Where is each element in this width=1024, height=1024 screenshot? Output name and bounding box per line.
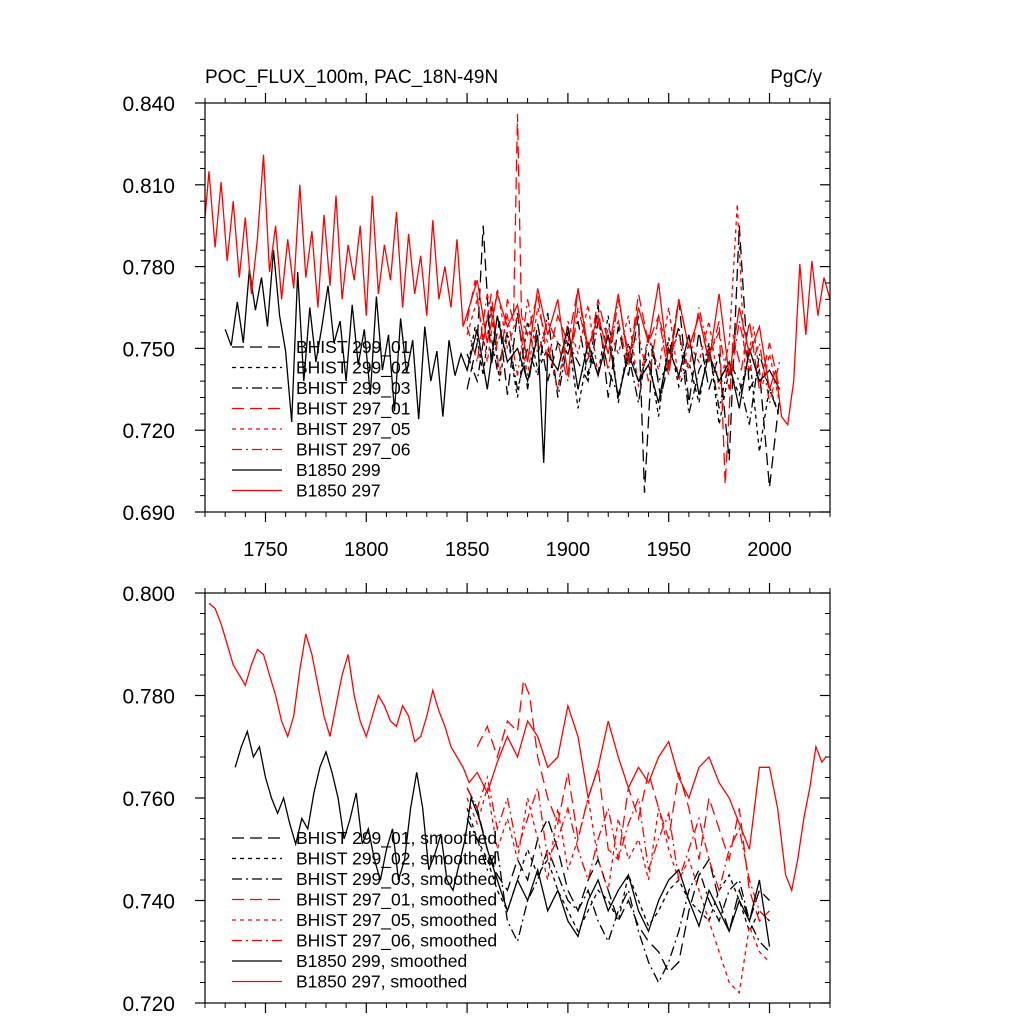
x-tick-label: 1950 xyxy=(646,539,691,561)
x-tick-label: 1750 xyxy=(243,539,288,561)
y-tick-label: 0.780 xyxy=(122,686,175,709)
legend-label: BHIST 297_05, smoothed xyxy=(296,910,497,931)
series-line-3 xyxy=(466,818,770,984)
series-group xyxy=(205,113,830,493)
bottom-panel: 0.720 0.740 0.760 0.780 0.800 BHIST 299_01, s… xyxy=(122,583,831,1016)
legend-label: BHIST 297_06, smoothed xyxy=(296,931,497,952)
x-tick-label: 1850 xyxy=(445,539,490,561)
series-line-7 xyxy=(224,250,781,463)
legend-label: BHIST 299_03 xyxy=(296,378,410,399)
legend-label: BHIST 299_01, smoothed xyxy=(296,828,497,849)
units-label: PgC/y xyxy=(770,67,822,88)
legend-label: B1850 299, smoothed xyxy=(296,951,467,971)
y-tick-label: 0.840 xyxy=(122,93,175,116)
series-line-6 xyxy=(466,293,781,404)
y-tick-label: 0.720 xyxy=(122,993,175,1016)
x-tick-label: 2000 xyxy=(747,539,792,561)
legend-label: BHIST 297_05 xyxy=(296,419,410,440)
legend-label: B1850 297 xyxy=(296,481,381,501)
series-line-1 xyxy=(466,787,770,974)
y-tick-label: 0.800 xyxy=(122,583,175,606)
legend-label: BHIST 299_02, smoothed xyxy=(296,849,497,870)
series-line-6 xyxy=(466,774,770,922)
legend-label: BHIST 299_02 xyxy=(296,358,410,379)
legend-label: BHIST 297_01, smoothed xyxy=(296,890,497,911)
series-line-1 xyxy=(466,225,781,493)
legend-label: BHIST 297_06 xyxy=(296,440,410,461)
series-line-8 xyxy=(208,602,827,893)
series-line-8 xyxy=(205,154,830,427)
y-tick-label: 0.720 xyxy=(122,420,175,443)
legend-label: B1850 297, smoothed xyxy=(296,972,467,992)
y-tick-label: 0.690 xyxy=(122,502,175,525)
legend-label: BHIST 299_01 xyxy=(296,337,410,358)
series-line-4 xyxy=(466,113,781,485)
series-line-5 xyxy=(466,787,770,995)
chart-title: POC_FLUX_100m, PAC_18N-49N xyxy=(205,67,498,88)
series-group xyxy=(208,602,827,995)
y-tick-label: 0.810 xyxy=(122,175,175,198)
y-tick-label: 0.780 xyxy=(122,257,175,280)
y-tick-label: 0.750 xyxy=(122,338,175,361)
series-line-2 xyxy=(466,304,781,453)
x-tick-label: 1900 xyxy=(546,539,591,561)
y-tick-label: 0.760 xyxy=(122,788,175,811)
plot-frame xyxy=(204,102,831,513)
legend-label: BHIST 297_01 xyxy=(296,399,410,420)
legend-label: B1850 299 xyxy=(296,460,381,480)
y-tick-label: 0.740 xyxy=(122,891,175,914)
series-line-5 xyxy=(466,203,781,404)
top-panel: 1750 1800 1850 1900 1950 2000 0.690 0.720 0.750 0… xyxy=(122,67,831,561)
series-line-4 xyxy=(476,679,770,923)
x-tick-label: 1800 xyxy=(344,539,389,561)
legend-label: BHIST 299_03, smoothed xyxy=(296,869,497,890)
series-line-7 xyxy=(234,729,771,947)
